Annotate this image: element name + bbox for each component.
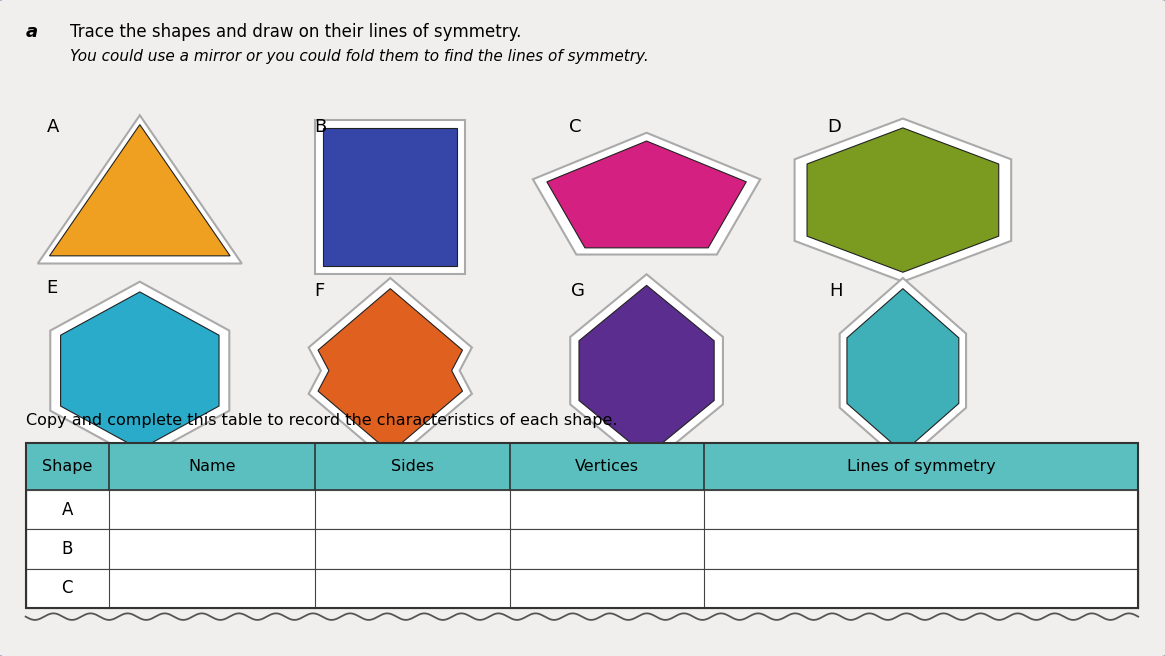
Text: Vertices: Vertices [576, 459, 638, 474]
Text: A: A [47, 118, 59, 136]
Text: B: B [62, 540, 73, 558]
Text: Copy and complete this table to record the characteristics of each shape.: Copy and complete this table to record t… [26, 413, 617, 428]
Bar [26, 490, 1138, 529]
Polygon shape [570, 274, 723, 467]
Text: G: G [571, 282, 585, 300]
Text: Name: Name [189, 459, 235, 474]
Polygon shape [546, 141, 747, 248]
Text: Trace the shapes and draw on their lines of symmetry.: Trace the shapes and draw on their lines… [70, 23, 521, 41]
Bar [26, 569, 1138, 608]
Polygon shape [37, 115, 242, 264]
Text: C: C [62, 579, 73, 598]
Polygon shape [847, 289, 959, 453]
Text: Sides: Sides [390, 459, 433, 474]
Text: B: B [315, 118, 327, 136]
Text: D: D [827, 118, 841, 136]
Polygon shape [807, 128, 998, 272]
Polygon shape [532, 133, 761, 255]
Text: C: C [569, 118, 581, 136]
Text: A: A [62, 501, 73, 519]
Polygon shape [840, 278, 966, 463]
Polygon shape [61, 292, 219, 449]
Polygon shape [316, 119, 465, 274]
Text: E: E [47, 279, 58, 297]
Polygon shape [318, 289, 463, 453]
Polygon shape [579, 285, 714, 456]
Polygon shape [49, 125, 230, 256]
Bar [26, 443, 1138, 490]
Polygon shape [50, 281, 230, 460]
Polygon shape [795, 119, 1011, 281]
Polygon shape [324, 128, 457, 266]
Text: Shape: Shape [42, 459, 92, 474]
Bar [26, 443, 1138, 608]
Text: Lines of symmetry: Lines of symmetry [847, 459, 996, 474]
Polygon shape [309, 278, 472, 463]
Text: H: H [829, 282, 843, 300]
Text: You could use a mirror or you could fold them to find the lines of symmetry.: You could use a mirror or you could fold… [70, 49, 649, 64]
Bar [26, 529, 1138, 569]
Text: F: F [315, 282, 325, 300]
Text: a: a [26, 23, 37, 41]
